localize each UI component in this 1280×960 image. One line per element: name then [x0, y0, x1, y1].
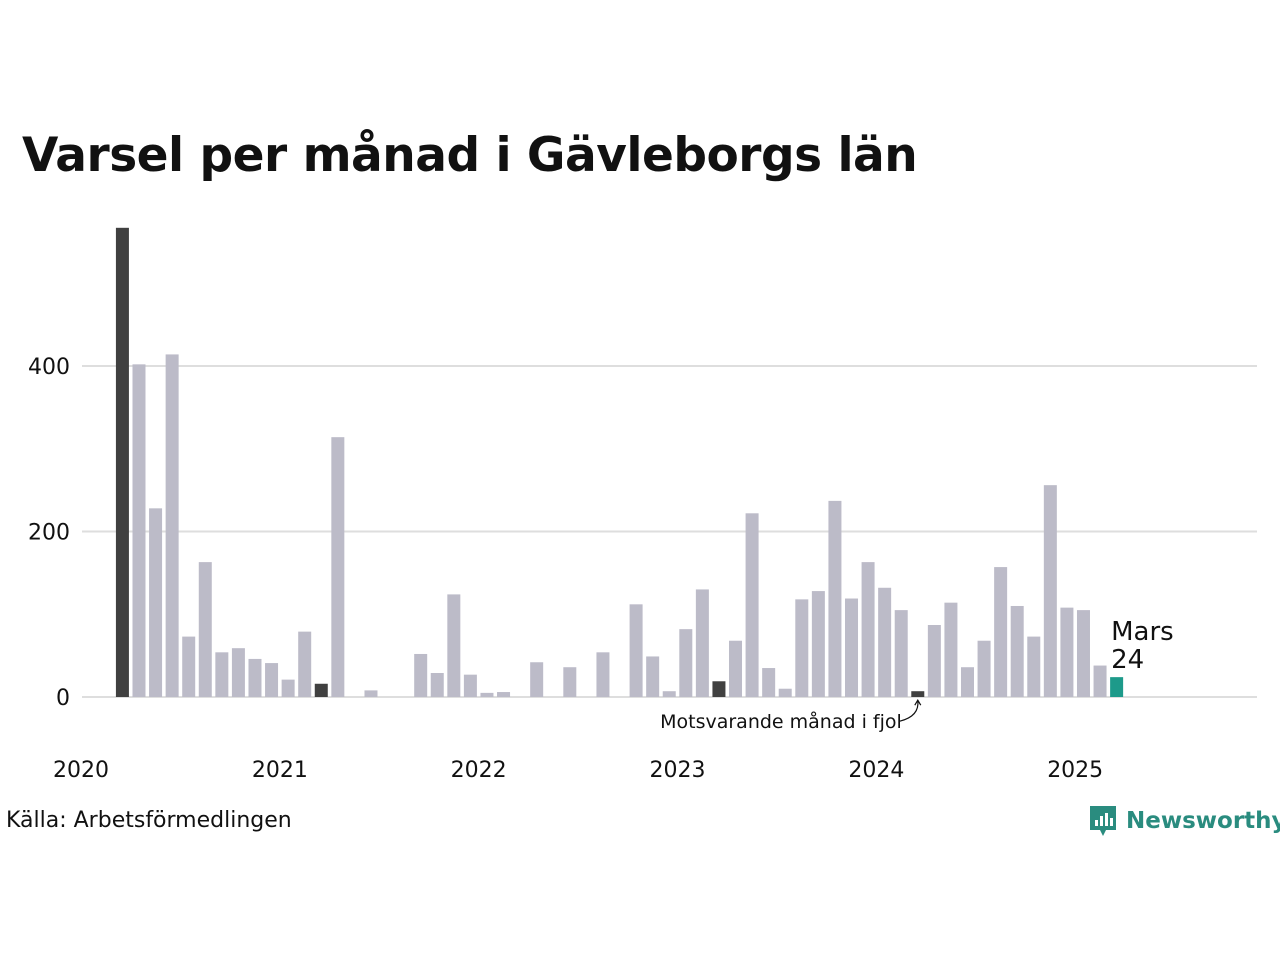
current-month-label: Mars [1111, 617, 1174, 647]
newsworthy-logo-icon [1090, 806, 1116, 836]
bar [182, 636, 196, 697]
x-tick-label: 2022 [451, 758, 507, 783]
bar [629, 604, 643, 697]
x-tick-labels: 2020 2021 2022 2023 2024 2025 [53, 758, 1103, 783]
bar [314, 683, 328, 697]
bar [331, 437, 345, 697]
bar [845, 598, 859, 697]
bar [215, 652, 229, 697]
annotation-arrowhead [914, 699, 922, 706]
x-tick-label: 2020 [53, 758, 109, 783]
bar [248, 658, 262, 697]
bar [977, 640, 991, 697]
bar [281, 679, 295, 697]
bar [463, 674, 477, 697]
bar [364, 690, 378, 697]
bar [828, 500, 842, 697]
bar [712, 681, 726, 697]
bar [530, 662, 544, 697]
bar [646, 656, 660, 697]
bar [861, 562, 875, 697]
bar [911, 691, 925, 697]
bar [298, 631, 312, 697]
bar [231, 648, 245, 697]
bar [198, 562, 212, 697]
bar [960, 667, 974, 697]
bar [414, 653, 428, 697]
bar [497, 692, 511, 697]
bar [563, 667, 577, 697]
same-month-last-year-annotation: Motsvarande månad i fjol [660, 710, 902, 733]
bar [695, 589, 709, 697]
bar [165, 354, 179, 697]
bar [795, 599, 809, 697]
bar [430, 673, 444, 697]
y-tick-label: 200 [28, 521, 70, 546]
annotations: Mars 24 Motsvarande månad i fjol [660, 617, 1174, 733]
y-tick-label: 400 [28, 355, 70, 380]
y-tick-labels: 0 200 400 [28, 355, 70, 711]
bars [115, 227, 1124, 697]
x-tick-label: 2023 [650, 758, 706, 783]
bar [132, 364, 146, 697]
current-month-value: 24 [1111, 645, 1144, 675]
bar [944, 602, 958, 697]
bar [811, 591, 825, 697]
bar [265, 663, 279, 697]
bar [596, 652, 610, 697]
source-credit: Källa: Arbetsförmedlingen [6, 808, 292, 833]
bar [447, 594, 461, 697]
bar [762, 668, 776, 697]
bar [745, 513, 759, 697]
annotation-arrow [899, 700, 919, 722]
x-tick-label: 2021 [252, 758, 308, 783]
y-tick-label: 0 [56, 686, 70, 711]
chart-title: Varsel per månad i Gävleborgs län [22, 128, 918, 183]
bar [480, 692, 494, 697]
bar [1110, 677, 1124, 697]
bar [149, 508, 163, 697]
bar [1043, 485, 1057, 697]
bar [1093, 665, 1107, 697]
bar [778, 688, 792, 697]
bar [662, 691, 676, 697]
newsworthy-logo: Newsworthy [1088, 804, 1280, 838]
bar [729, 640, 743, 697]
x-tick-label: 2024 [848, 758, 904, 783]
bar [894, 610, 908, 697]
bar [115, 227, 129, 697]
bar [927, 625, 941, 697]
bar [994, 567, 1008, 697]
x-tick-label: 2025 [1047, 758, 1103, 783]
bar [1010, 605, 1024, 697]
bar [1060, 607, 1074, 697]
bar [878, 587, 892, 697]
newsworthy-logo-text: Newsworthy [1126, 808, 1280, 834]
bar [679, 629, 693, 697]
bar [1027, 636, 1041, 697]
bar [1076, 610, 1090, 697]
